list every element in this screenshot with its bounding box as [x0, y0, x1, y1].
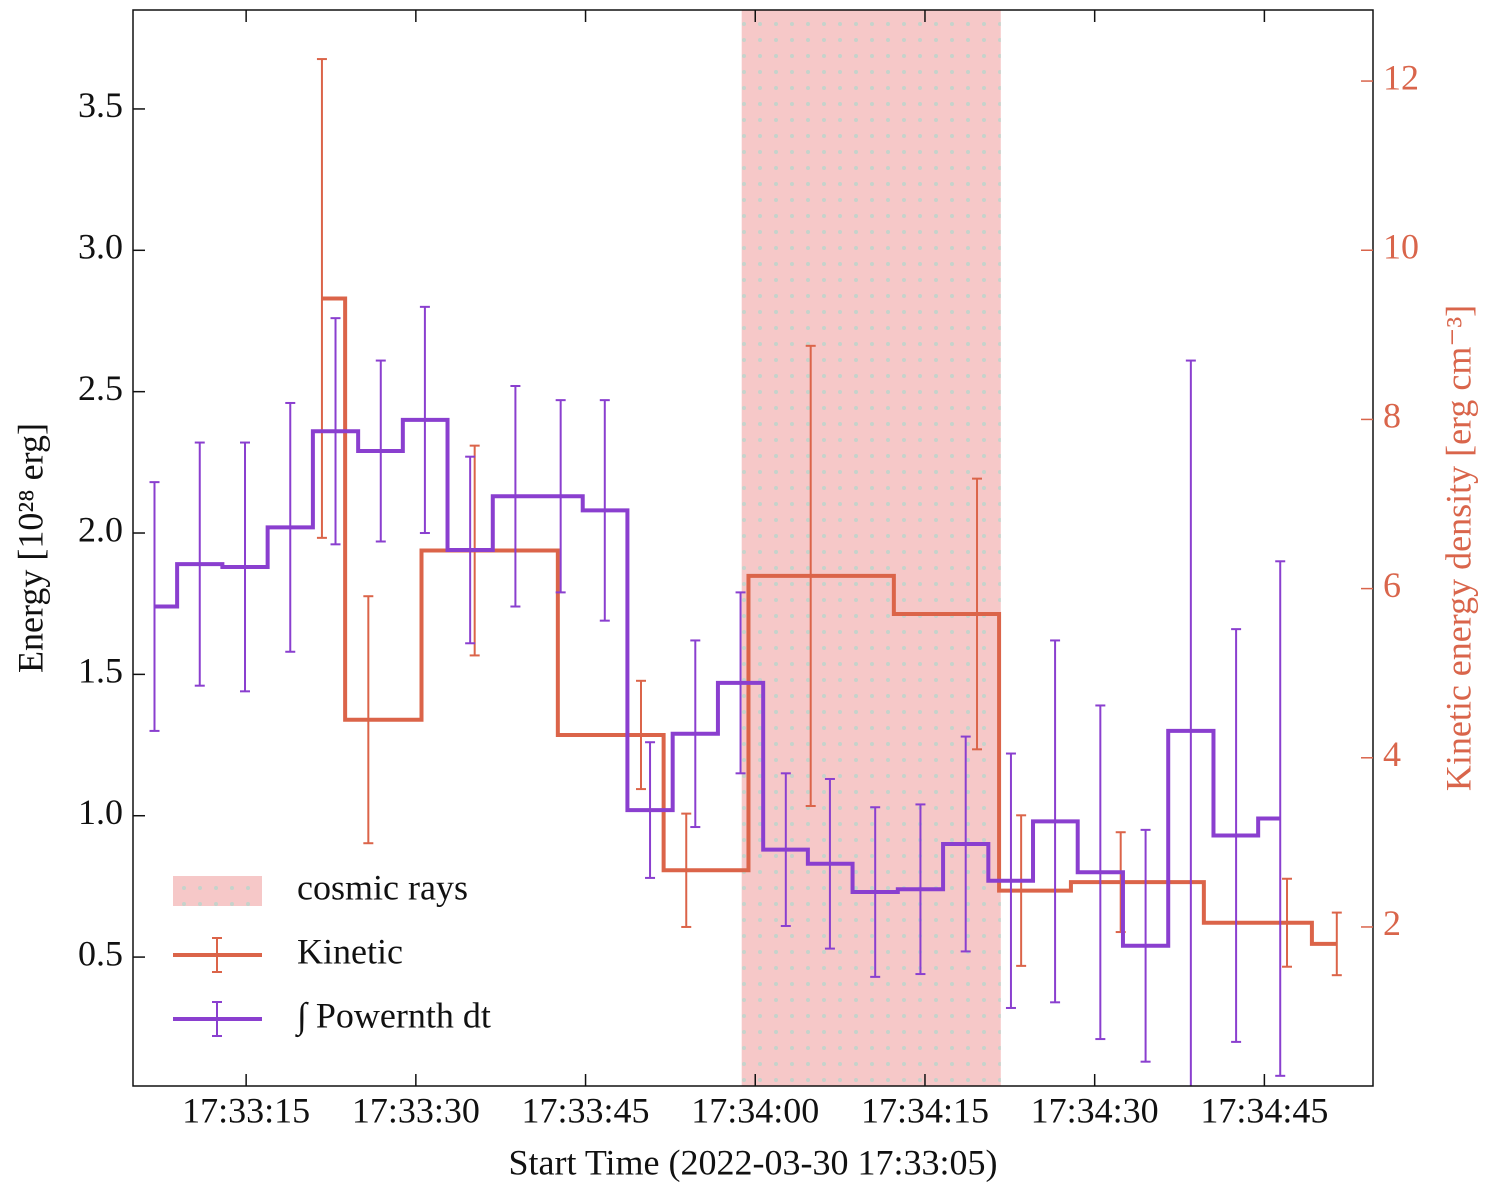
y-tick-label: 2.0	[78, 509, 123, 549]
step-line	[154, 417, 1281, 948]
x-tick-label: 17:34:15	[861, 1090, 989, 1130]
axes-frame	[132, 9, 1374, 1087]
plot-area	[149, 10, 1342, 1086]
x-tick-label: 17:34:30	[1031, 1090, 1159, 1130]
y-tick-label: 1.5	[78, 651, 123, 691]
shaded-pattern	[741, 10, 1001, 1086]
x-axis-label: Start Time (2022-03-30 17:33:05)	[508, 1142, 997, 1182]
legend-label: cosmic rays	[297, 867, 468, 907]
legend-label: ∫ Powernth dt	[295, 995, 491, 1037]
step-line	[321, 296, 1337, 946]
y2-tick-label: 2	[1383, 903, 1401, 943]
x-tick-label: 17:34:00	[691, 1090, 819, 1130]
y2-tick-label: 6	[1383, 565, 1401, 605]
x-tick-label: 17:33:30	[352, 1090, 480, 1130]
legend-patch-pattern	[173, 876, 262, 906]
x-tick-label: 17:33:45	[522, 1090, 650, 1130]
y2-tick-label: 4	[1383, 734, 1401, 774]
y2-tick-label: 12	[1383, 57, 1419, 97]
y2-tick-label: 10	[1383, 227, 1419, 267]
y-axis-label: Energy [10²⁸ erg]	[10, 423, 50, 673]
y-tick-label: 3.5	[78, 85, 123, 125]
y2-axis-label: Kinetic energy density [erg cm⁻³]	[1438, 305, 1478, 791]
x-tick-label: 17:34:45	[1200, 1090, 1328, 1130]
y-tick-label: 2.5	[78, 368, 123, 408]
y-tick-label: 3.0	[78, 227, 123, 267]
y-tick-label: 1.0	[78, 792, 123, 832]
y2-tick-label: 8	[1383, 396, 1401, 436]
x-tick-label: 17:33:15	[182, 1090, 310, 1130]
legend-label: Kinetic	[297, 931, 403, 971]
y-tick-label: 0.5	[78, 933, 123, 973]
